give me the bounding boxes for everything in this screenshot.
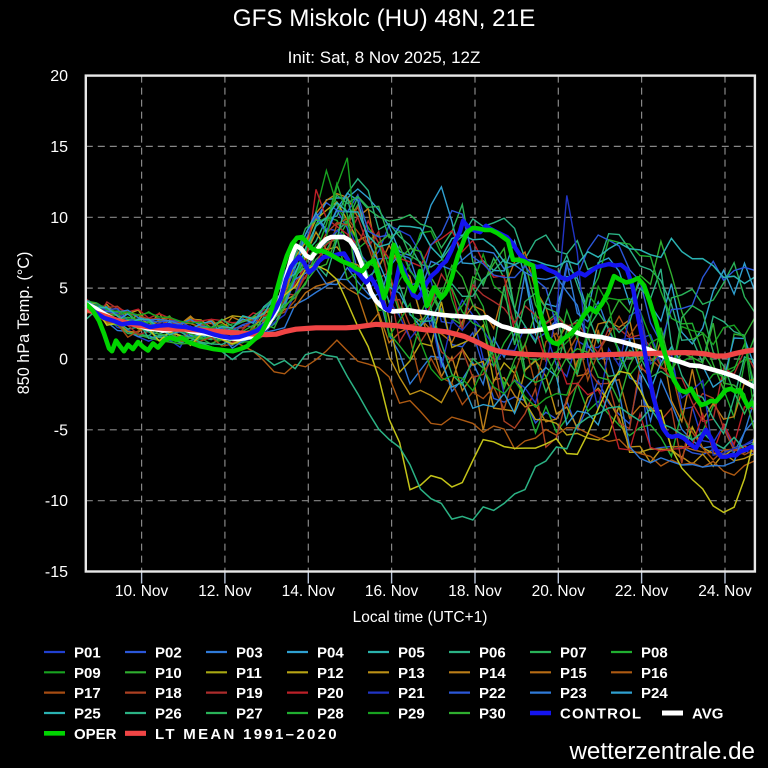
- svg-text:P23: P23: [560, 685, 587, 702]
- svg-text:-10: -10: [45, 493, 68, 510]
- svg-text:LT MEAN 1991–2020: LT MEAN 1991–2020: [155, 726, 339, 743]
- svg-text:-5: -5: [54, 422, 68, 439]
- svg-text:P05: P05: [398, 645, 425, 662]
- svg-text:P17: P17: [74, 685, 101, 702]
- svg-text:-15: -15: [45, 564, 68, 581]
- svg-text:P02: P02: [155, 645, 182, 662]
- svg-text:P21: P21: [398, 685, 425, 702]
- svg-text:18. Nov: 18. Nov: [448, 583, 502, 600]
- svg-text:P27: P27: [236, 706, 263, 723]
- svg-text:5: 5: [59, 281, 68, 298]
- svg-text:P22: P22: [479, 685, 506, 702]
- svg-text:P03: P03: [236, 645, 263, 662]
- svg-text:P30: P30: [479, 706, 506, 723]
- svg-text:Local time (UTC+1): Local time (UTC+1): [353, 609, 488, 626]
- svg-text:P29: P29: [398, 706, 425, 723]
- svg-text:20: 20: [50, 68, 68, 85]
- svg-text:15: 15: [50, 139, 68, 156]
- svg-text:P13: P13: [398, 665, 425, 682]
- svg-text:22. Nov: 22. Nov: [615, 583, 669, 600]
- svg-text:P04: P04: [317, 645, 344, 662]
- svg-text:wetterzentrale.de: wetterzentrale.de: [568, 738, 755, 765]
- svg-text:OPER: OPER: [74, 726, 117, 743]
- svg-text:CONTROL: CONTROL: [560, 706, 642, 723]
- svg-text:P25: P25: [74, 706, 101, 723]
- svg-text:P24: P24: [641, 685, 668, 702]
- svg-text:P28: P28: [317, 706, 344, 723]
- svg-text:10: 10: [50, 210, 68, 227]
- svg-text:P06: P06: [479, 645, 506, 662]
- svg-text:20. Nov: 20. Nov: [532, 583, 586, 600]
- svg-text:24. Nov: 24. Nov: [698, 583, 752, 600]
- svg-text:P16: P16: [641, 665, 668, 682]
- svg-text:Init: Sat, 8 Nov 2025, 12Z: Init: Sat, 8 Nov 2025, 12Z: [288, 48, 481, 67]
- svg-text:P20: P20: [317, 685, 344, 702]
- svg-text:P15: P15: [560, 665, 587, 682]
- svg-text:16. Nov: 16. Nov: [365, 583, 419, 600]
- svg-text:14. Nov: 14. Nov: [282, 583, 336, 600]
- svg-text:P26: P26: [155, 706, 182, 723]
- svg-text:P18: P18: [155, 685, 182, 702]
- svg-text:850 hPa Temp. (°C): 850 hPa Temp. (°C): [15, 252, 33, 395]
- svg-text:P07: P07: [560, 645, 587, 662]
- svg-text:P12: P12: [317, 665, 344, 682]
- svg-text:P08: P08: [641, 645, 668, 662]
- svg-text:P19: P19: [236, 685, 263, 702]
- svg-text:0: 0: [59, 352, 68, 369]
- svg-text:12. Nov: 12. Nov: [198, 583, 252, 600]
- svg-text:AVG: AVG: [692, 706, 723, 723]
- svg-text:P14: P14: [479, 665, 506, 682]
- svg-text:GFS Miskolc (HU) 48N, 21E: GFS Miskolc (HU) 48N, 21E: [233, 5, 535, 32]
- svg-text:P11: P11: [236, 665, 262, 682]
- svg-text:P09: P09: [74, 665, 101, 682]
- svg-text:P10: P10: [155, 665, 182, 682]
- svg-text:P01: P01: [74, 645, 101, 662]
- svg-text:10. Nov: 10. Nov: [115, 583, 169, 600]
